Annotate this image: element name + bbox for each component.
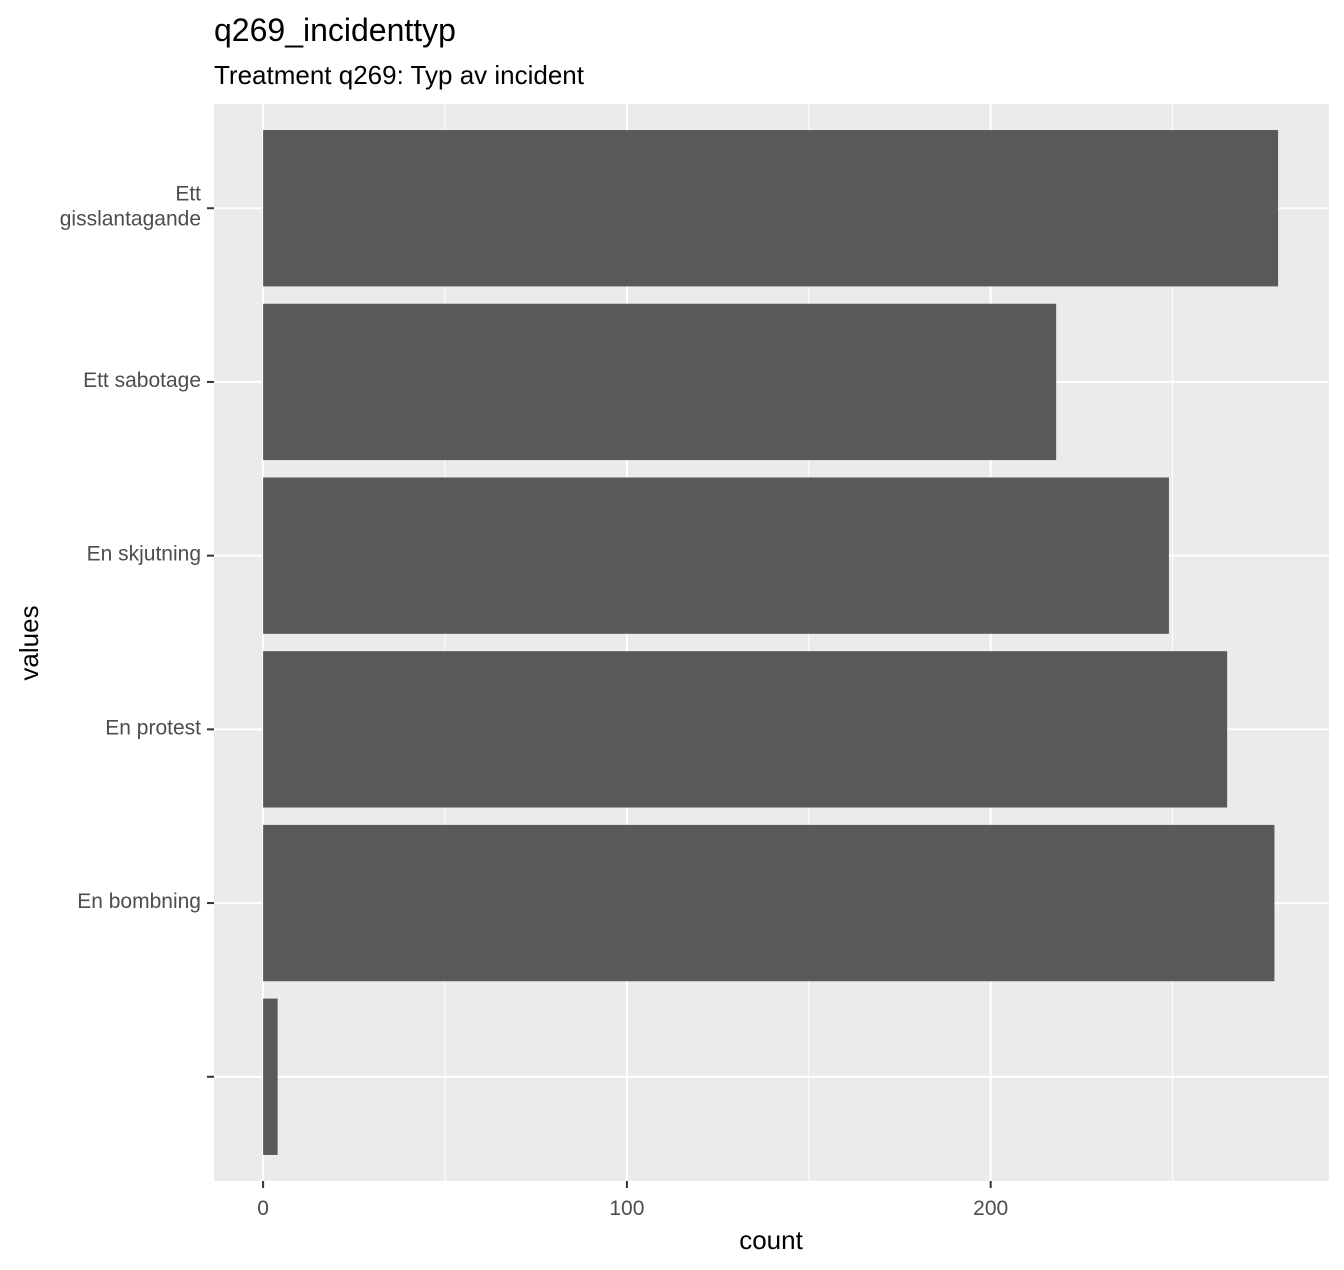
bar: [263, 303, 1057, 461]
y-tick-label: En protest: [105, 716, 201, 739]
bar: [263, 477, 1169, 634]
y-tick-label: Ett: [175, 183, 201, 206]
y-tick-label: Ett sabotage: [83, 369, 201, 392]
x-tick-label: 100: [609, 1197, 644, 1220]
bar: [263, 998, 278, 1155]
bar: [263, 824, 1275, 982]
y-tick-label: En bombning: [77, 890, 201, 913]
x-axis-title: count: [739, 1225, 803, 1255]
x-tick-label: 200: [973, 1197, 1008, 1220]
chart-subtitle: Treatment q269: Typ av incident: [214, 60, 585, 90]
bar: [263, 130, 1279, 287]
bar: [263, 651, 1228, 808]
y-axis-title: values: [14, 605, 44, 680]
y-tick-label: gisslantagande: [60, 208, 201, 231]
chart-title: q269_incidenttyp: [214, 12, 456, 48]
x-tick-label: 0: [257, 1197, 269, 1220]
y-tick-label: En skjutning: [87, 543, 201, 566]
